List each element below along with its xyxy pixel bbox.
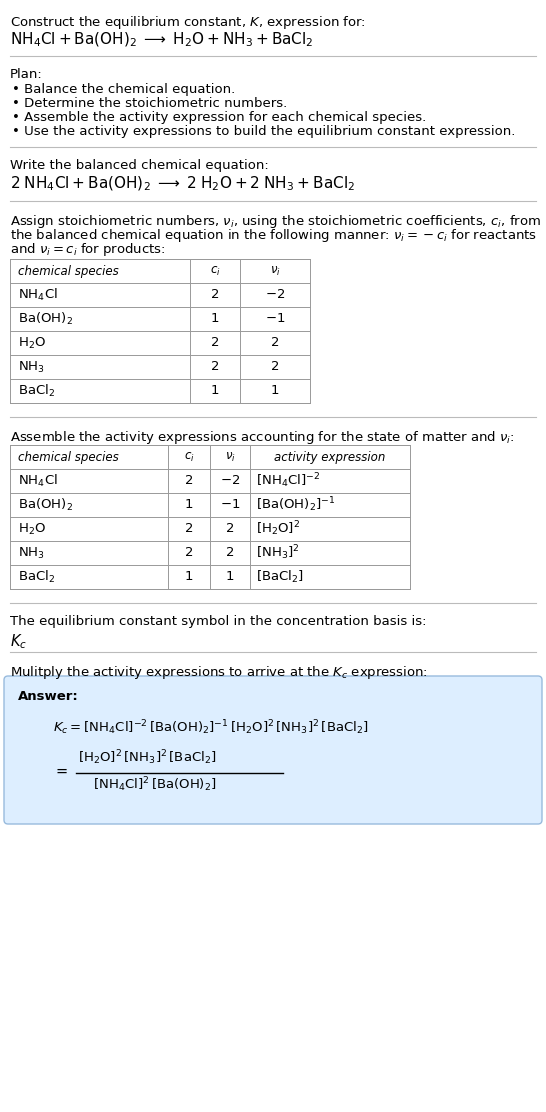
Text: $-1$: $-1$ [265, 312, 285, 326]
Text: 2: 2 [185, 546, 193, 559]
Text: $\mathrm{H_2O}$: $\mathrm{H_2O}$ [18, 336, 46, 350]
Text: $c_i$: $c_i$ [210, 265, 221, 278]
Text: the balanced chemical equation in the following manner: $\nu_i = -c_i$ for react: the balanced chemical equation in the fo… [10, 227, 537, 244]
Text: $\mathrm{NH_3}$: $\mathrm{NH_3}$ [18, 546, 45, 560]
Text: activity expression: activity expression [274, 450, 385, 464]
Text: chemical species: chemical species [18, 265, 118, 278]
Text: $\nu_i$: $\nu_i$ [270, 265, 281, 278]
Text: $\mathrm{2\; NH_4Cl + Ba(OH)_2 \;\longrightarrow\; 2\; H_2O + 2\; NH_3 + BaCl_2}: $\mathrm{2\; NH_4Cl + Ba(OH)_2 \;\longri… [10, 175, 355, 193]
Bar [10, 259, 310, 403]
Text: $1$: $1$ [225, 570, 235, 584]
Text: Assemble the activity expressions accounting for the state of matter and $\nu_i$: Assemble the activity expressions accoun… [10, 429, 515, 446]
Text: Write the balanced chemical equation:: Write the balanced chemical equation: [10, 159, 269, 172]
Text: $\mathrm{Ba(OH)_2}$: $\mathrm{Ba(OH)_2}$ [18, 311, 73, 327]
Text: 2: 2 [211, 288, 219, 301]
Text: $\mathrm{NH_4Cl}$: $\mathrm{NH_4Cl}$ [18, 473, 58, 489]
Text: Mulitply the activity expressions to arrive at the $K_c$ expression:: Mulitply the activity expressions to arr… [10, 664, 428, 681]
Text: $2$: $2$ [225, 546, 235, 559]
Text: 1: 1 [185, 570, 193, 584]
Text: $\mathrm{BaCl_2}$: $\mathrm{BaCl_2}$ [18, 569, 55, 585]
Text: $\mathrm{H_2O}$: $\mathrm{H_2O}$ [18, 522, 46, 537]
Text: 2: 2 [211, 360, 219, 374]
Text: $\mathrm{NH_4Cl}$: $\mathrm{NH_4Cl}$ [18, 287, 58, 304]
Text: $K_c$: $K_c$ [10, 632, 27, 651]
Text: $-2$: $-2$ [265, 288, 285, 301]
Text: • Determine the stoichiometric numbers.: • Determine the stoichiometric numbers. [12, 97, 287, 110]
Text: $-1$: $-1$ [220, 498, 240, 512]
Text: Answer:: Answer: [18, 691, 79, 703]
Text: $\mathrm{BaCl_2}$: $\mathrm{BaCl_2}$ [18, 383, 55, 399]
Text: 1: 1 [185, 498, 193, 512]
Text: $1$: $1$ [270, 385, 280, 397]
Text: Plan:: Plan: [10, 68, 43, 81]
Text: $[\mathrm{H_2O}]^{2}$: $[\mathrm{H_2O}]^{2}$ [256, 519, 300, 538]
Text: $\mathrm{Ba(OH)_2}$: $\mathrm{Ba(OH)_2}$ [18, 497, 73, 513]
Text: 2: 2 [185, 475, 193, 487]
Text: • Assemble the activity expression for each chemical species.: • Assemble the activity expression for e… [12, 111, 426, 125]
Text: The equilibrium constant symbol in the concentration basis is:: The equilibrium constant symbol in the c… [10, 615, 426, 628]
Text: Construct the equilibrium constant, $K$, expression for:: Construct the equilibrium constant, $K$,… [10, 14, 366, 31]
Text: • Balance the chemical equation.: • Balance the chemical equation. [12, 83, 235, 96]
Bar [10, 445, 410, 589]
Text: 1: 1 [211, 385, 219, 397]
Text: $\nu_i$: $\nu_i$ [224, 450, 235, 464]
Text: $c_i$: $c_i$ [183, 450, 194, 464]
Text: chemical species: chemical species [18, 450, 118, 464]
Text: $K_c = [\mathrm{NH_4Cl}]^{-2}\,[\mathrm{Ba(OH)_2}]^{-1}\,[\mathrm{H_2O}]^{2}\,[\: $K_c = [\mathrm{NH_4Cl}]^{-2}\,[\mathrm{… [53, 718, 369, 736]
Text: $2$: $2$ [225, 523, 235, 536]
Text: Assign stoichiometric numbers, $\nu_i$, using the stoichiometric coefficients, $: Assign stoichiometric numbers, $\nu_i$, … [10, 214, 541, 230]
Text: $2$: $2$ [270, 360, 280, 374]
Text: and $\nu_i = c_i$ for products:: and $\nu_i = c_i$ for products: [10, 241, 165, 258]
Text: $=$: $=$ [53, 763, 68, 777]
Text: 1: 1 [211, 312, 219, 326]
Text: $[\mathrm{NH_4Cl}]^{-2}$: $[\mathrm{NH_4Cl}]^{-2}$ [256, 471, 321, 490]
Text: $[\mathrm{NH_3}]^{2}$: $[\mathrm{NH_3}]^{2}$ [256, 544, 300, 563]
Text: $[\mathrm{NH_4Cl}]^{2}\,[\mathrm{Ba(OH)_2}]$: $[\mathrm{NH_4Cl}]^{2}\,[\mathrm{Ba(OH)_… [93, 775, 217, 794]
Text: 2: 2 [211, 337, 219, 349]
Text: $2$: $2$ [270, 337, 280, 349]
Text: $-2$: $-2$ [220, 475, 240, 487]
FancyBboxPatch shape [4, 676, 542, 824]
Text: $[\mathrm{Ba(OH)_2}]^{-1}$: $[\mathrm{Ba(OH)_2}]^{-1}$ [256, 496, 336, 515]
Text: 2: 2 [185, 523, 193, 536]
Text: $\mathrm{NH_4Cl + Ba(OH)_2 \;\longrightarrow\; H_2O + NH_3 + BaCl_2}$: $\mathrm{NH_4Cl + Ba(OH)_2 \;\longrighta… [10, 31, 313, 49]
Text: $\mathrm{NH_3}$: $\mathrm{NH_3}$ [18, 359, 45, 375]
Text: $[\mathrm{BaCl_2}]$: $[\mathrm{BaCl_2}]$ [256, 569, 304, 585]
Text: $[\mathrm{H_2O}]^{2}\,[\mathrm{NH_3}]^{2}\,[\mathrm{BaCl_2}]$: $[\mathrm{H_2O}]^{2}\,[\mathrm{NH_3}]^{2… [78, 748, 217, 766]
Text: • Use the activity expressions to build the equilibrium constant expression.: • Use the activity expressions to build … [12, 125, 515, 138]
